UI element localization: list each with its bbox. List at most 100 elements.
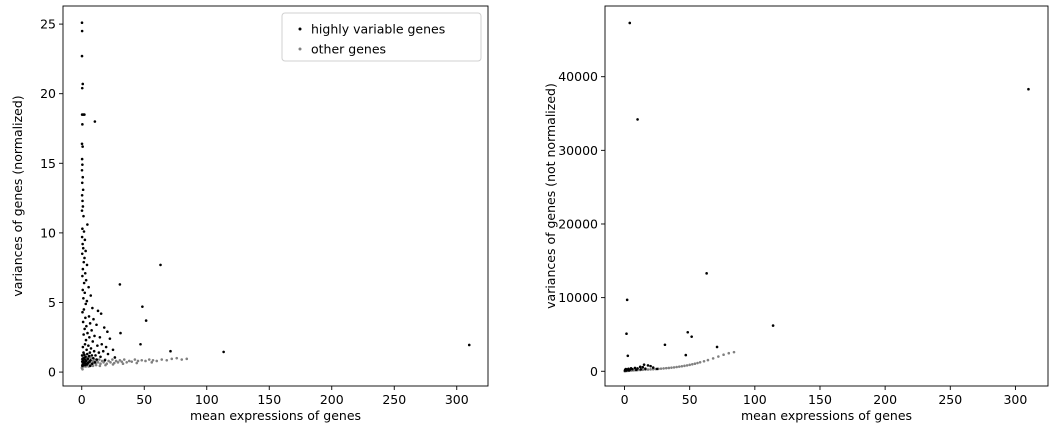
chart1-x-tick-label: 300 [445,392,469,407]
chart1-point [165,358,169,362]
chart1-point [83,238,87,242]
chart2-point [705,272,708,275]
chart2-x-tick-label: 300 [1003,392,1027,407]
chart1-point [84,278,88,282]
chart1-point [85,324,88,328]
chart1-point [84,249,87,253]
chart1-point [160,358,164,361]
chart1-point [91,364,95,368]
chart2-point [646,364,650,367]
chart1-point [103,358,107,362]
chart1-point [114,359,118,363]
chart1-point [127,359,131,363]
chart1-point [107,359,110,363]
chart1-point [82,297,85,300]
chart1-point [90,362,94,366]
chart1-point [169,349,172,353]
chart1-point [136,359,140,363]
chart1-point [113,356,117,359]
chart1-point [97,351,101,354]
chart1-point [97,358,101,361]
chart1-point [80,181,84,185]
chart1-point [87,344,90,347]
chart1-point [159,263,162,267]
chart1-point [80,209,84,212]
chart2-point [722,353,725,357]
chart1-x-axis-label: mean expressions of genes [190,408,361,423]
chart1-point [102,361,105,364]
chart1-point [81,357,84,361]
chart1-point [130,360,134,363]
chart1-point [86,357,90,361]
chart2-point [685,364,689,367]
chart2-point [651,366,655,369]
chart1-point [82,214,85,218]
chart1-point [82,333,85,336]
chart1-point [80,157,84,161]
chart1-point [104,345,108,349]
chart2-y-axis-label: variances of genes (not normalized) [543,83,558,309]
chart1-point [86,331,89,335]
chart1-point [147,358,151,361]
chart2-point [691,362,694,366]
chart1-point [135,361,139,365]
chart1-series-highly-variable-genes [80,21,471,368]
chart2-x-tick-label: 200 [873,392,897,407]
chart1-point [81,320,85,324]
chart1-point [222,350,225,354]
chart2-point [717,355,720,358]
chart1-point [84,316,87,320]
chart1-point [118,358,122,362]
chart2-point [677,365,681,368]
chart1-point [92,349,96,353]
chart1-point [95,358,99,361]
chart2-point [706,358,710,362]
chart1-point [106,330,109,334]
chart1-point [90,354,94,357]
chart1-legend-label: other genes [311,42,386,57]
chart1-point [139,342,142,346]
chart1-legend-marker [298,47,302,51]
chart1-point [80,29,84,33]
chart1-point [98,364,102,368]
chart2-point [711,357,715,360]
chart2-plot: 0 50 100 150 200 250 300 0 10000 20000 30000 40000 m… [543,5,1049,423]
chart1-point [81,246,85,250]
chart1-point [150,361,154,364]
chart1-x-tick-label: 250 [382,392,406,407]
chart2-point [623,369,627,372]
chart1-point [81,205,85,208]
chart1-point [87,285,90,289]
chart2-point [670,366,673,369]
chart1-point [81,288,85,292]
chart1-point [85,348,88,352]
chart2-x-tick-label: 150 [808,392,832,407]
chart1-point [80,354,84,357]
chart1-point [96,344,99,347]
chart1-point [81,145,84,148]
chart1-point [80,168,84,172]
chart1-point [80,235,84,239]
chart1-point [81,364,84,368]
chart1-point [93,120,97,123]
chart2-point [732,350,736,354]
chart1-point [89,347,93,350]
chart1-point [83,271,87,275]
chart1-point [82,308,86,311]
chart2-point [626,354,630,358]
chart2-point [641,368,645,372]
chart1-point [185,357,189,361]
chart2-y-tick-label: 20000 [558,216,598,231]
chart2-point [639,368,643,371]
chart2-point [646,368,650,371]
chart1-point [120,360,124,363]
chart2-x-tick-label: 0 [621,392,629,407]
chart1-point [85,352,89,356]
chart1-y-tick-label: 10 [40,225,56,240]
chart1-x-tick-label: 0 [78,392,86,407]
chart1-axes-frame [62,5,489,387]
chart1-point [90,329,93,332]
chart1-point [175,356,179,360]
chart2-point [625,298,629,302]
chart1-point [106,352,110,356]
